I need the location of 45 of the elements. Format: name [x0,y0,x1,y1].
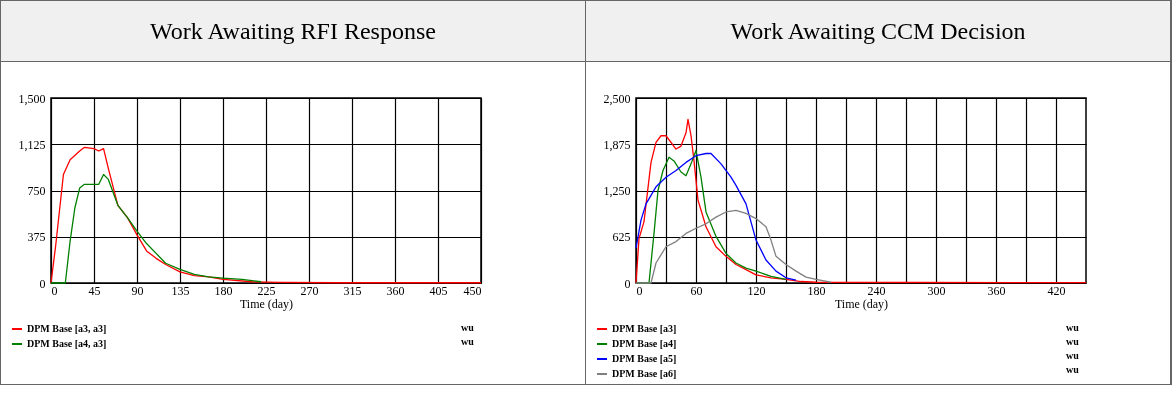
y-tick-label: 1,875 [603,137,631,152]
x-tick-label: 315 [343,283,362,298]
x-tick-label: 225 [257,283,276,298]
line-series [50,173,262,284]
x-tick-label: 90 [131,283,144,298]
chart-title: Work Awaiting CCM Decision [586,1,1170,62]
x-tick-label: 180 [214,283,233,298]
y-tick-label: 1,500 [18,91,46,106]
legend-label: DPM Base [a5] [612,353,677,364]
x-tick-label: 240 [867,283,886,298]
text: wu [1066,322,1080,333]
y-tick-label: 1,250 [603,184,631,198]
x-tick-label: 405 [429,283,448,298]
text: wu [1066,364,1080,375]
x-tick-label: 420 [1047,283,1066,298]
text: wu [1066,350,1080,361]
legend-label: DPM Base [a6] [612,368,677,379]
y-tick-label: 1,125 [18,137,46,152]
x-tick-label: 180 [807,283,826,298]
x-tick-label: 135 [171,283,190,298]
x-axis-title: Time (day) [834,296,889,311]
x-tick-label: 270 [300,283,319,298]
x-tick-label: 0 [51,283,58,298]
legend-label: DPM Base [a3] [612,323,677,334]
y-tick-label: 625 [612,230,631,245]
text: wu [461,336,475,347]
text: wu [461,322,475,333]
x-tick-label: 300 [927,283,946,298]
legend-label: DPM Base [a3, a3] [27,323,107,334]
y-tick-label: 750 [27,184,46,198]
x-tick-label: 60 [690,283,703,298]
x-tick-label: 0 [636,283,643,298]
x-tick-label: 360 [987,283,1006,298]
x-tick-label: 120 [747,283,766,298]
text: wu [1066,336,1080,347]
legend-label: DPM Base [a4, a3] [27,338,107,349]
chart-title: Work Awaiting RFI Response [1,1,585,62]
legend-label: DPM Base [a4] [612,338,677,349]
x-tick-label: 360 [386,283,405,298]
y-tick-label: 2,500 [603,91,631,106]
line-series [635,209,832,284]
x-tick-label: 450 [463,283,482,298]
y-tick-label: 375 [27,230,46,245]
x-tick-label: 45 [88,283,101,298]
x-axis-title: Time (day) [239,296,294,311]
